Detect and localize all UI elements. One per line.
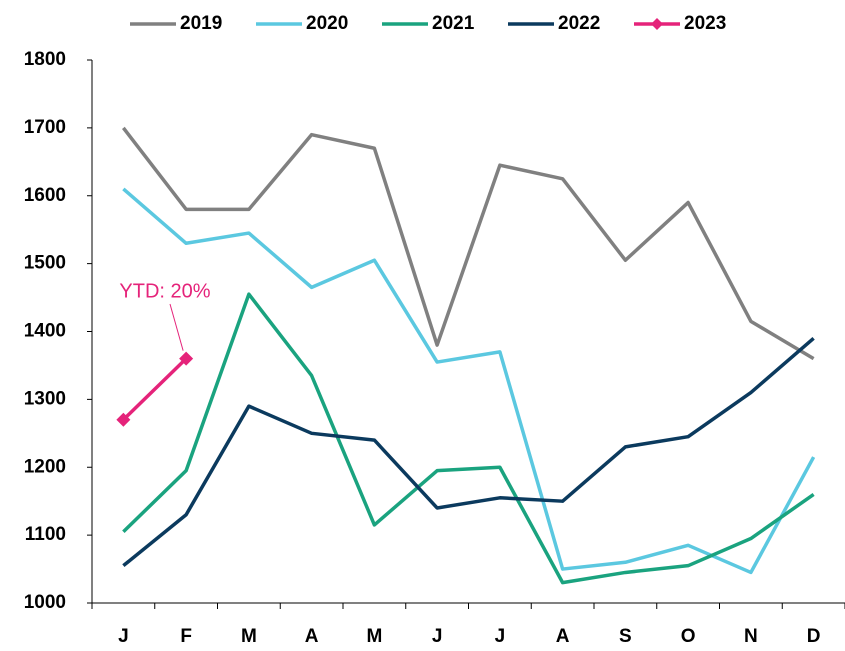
series-marker xyxy=(116,412,131,427)
series-line xyxy=(122,357,188,421)
y-tick-label: 1100 xyxy=(25,524,66,545)
y-tick-label: 1300 xyxy=(24,388,66,409)
y-tick-label: 1500 xyxy=(24,253,66,274)
series-marker xyxy=(179,351,194,366)
x-tick-label: J xyxy=(118,626,129,647)
x-tick-label: A xyxy=(305,626,319,647)
x-tick-label: S xyxy=(619,626,632,647)
x-tick-label: N xyxy=(744,626,758,647)
y-tick-label: 1700 xyxy=(24,117,66,138)
y-tick-label: 1600 xyxy=(24,185,66,206)
x-tick-label: M xyxy=(241,626,257,647)
annotation: YTD: 20% xyxy=(119,280,210,302)
legend-label: 2021 xyxy=(432,13,475,34)
series-line xyxy=(122,187,816,575)
annotation-leader xyxy=(169,303,184,351)
y-tick-label: 1800 xyxy=(24,49,66,70)
y-tick-label: 1400 xyxy=(24,321,66,342)
series-line xyxy=(122,336,815,568)
legend-label: 2022 xyxy=(558,13,600,34)
series-line xyxy=(122,292,815,585)
x-tick-label: A xyxy=(556,626,570,647)
y-tick-label: 1200 xyxy=(24,456,66,477)
x-tick-label: J xyxy=(432,626,443,647)
series-line xyxy=(121,126,815,361)
x-tick-label: F xyxy=(180,626,192,647)
legend-marker xyxy=(651,18,663,30)
x-tick-label: D xyxy=(807,626,821,647)
x-tick-label: J xyxy=(495,626,506,647)
legend-label: 2023 xyxy=(684,13,726,34)
x-tick-label: O xyxy=(681,626,696,647)
legend-label: 2020 xyxy=(306,13,348,34)
y-tick-label: 1000 xyxy=(24,592,66,613)
legend-label: 2019 xyxy=(180,13,222,34)
x-tick-label: M xyxy=(366,626,382,647)
